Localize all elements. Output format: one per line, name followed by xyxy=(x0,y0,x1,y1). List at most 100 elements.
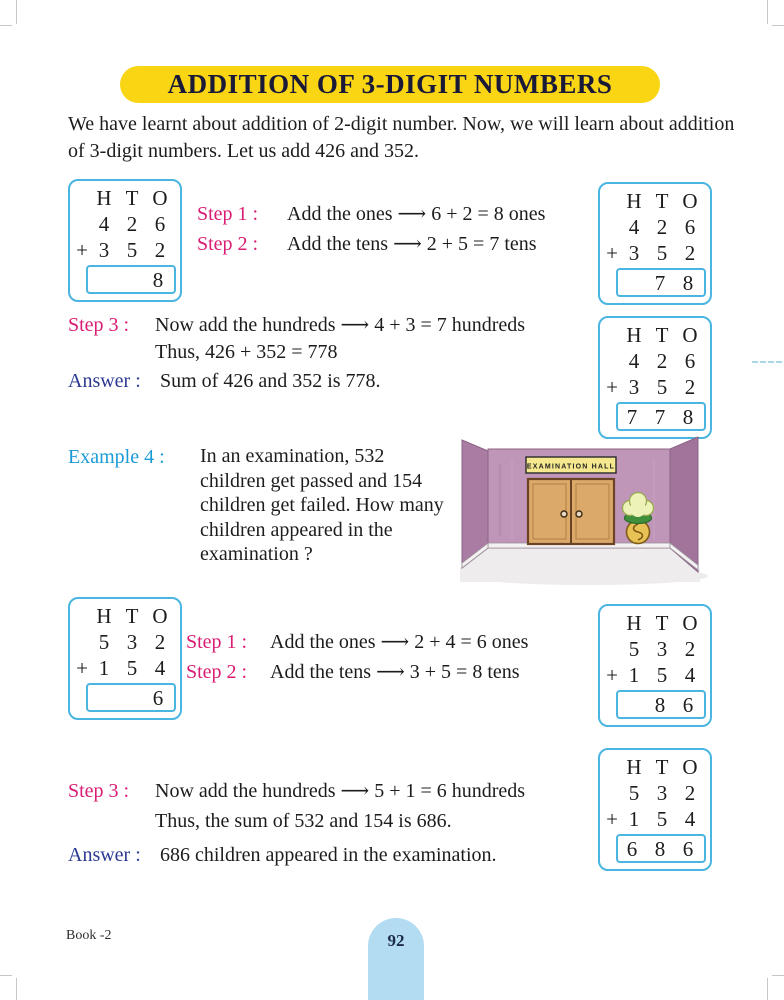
result-digit xyxy=(88,267,116,292)
step3-row: Step 3 : Now add the hundreds ⟶ 4 + 3 = … xyxy=(68,312,525,338)
plus-sign: + xyxy=(76,656,88,680)
digit-cell: 5 xyxy=(628,781,640,805)
hto-header: H T O xyxy=(604,322,706,348)
digit-cell: 5 xyxy=(126,238,138,262)
digit-cell: 4 xyxy=(98,212,110,236)
margin-dash xyxy=(768,361,774,363)
hto-header: H T O xyxy=(604,188,706,214)
sign-cell xyxy=(604,214,620,240)
addend-row: + 1 5 4 xyxy=(74,655,176,681)
step1-label: Step 1 : xyxy=(186,631,248,653)
plus-sign: + xyxy=(606,663,618,687)
digit-cell: 6 xyxy=(684,349,696,373)
result-box: 6 8 6 xyxy=(616,834,706,863)
potted-plant xyxy=(621,491,655,545)
addition-box-532-ones: H T O 5 3 2 + 1 5 4 6 xyxy=(68,597,182,720)
margin-dash xyxy=(776,361,782,363)
addend-row: + 1 5 4 xyxy=(604,662,706,688)
answer-row: Answer : 686 children appeared in the ex… xyxy=(68,842,497,868)
result-digit xyxy=(618,692,646,717)
page-number: 92 xyxy=(387,931,405,950)
answer-text: 686 children appeared in the examination… xyxy=(160,844,497,866)
digit-cell: 4 xyxy=(628,349,640,373)
result-digit: 6 xyxy=(152,686,164,710)
floor xyxy=(460,547,700,582)
addend-row: 4 2 6 xyxy=(604,214,706,240)
header-o: O xyxy=(682,755,698,779)
step2-text: Add the tens ⟶ 2 + 5 = 7 tens xyxy=(287,233,537,255)
plus-sign: + xyxy=(606,807,618,831)
step1-text: Add the ones ⟶ 6 + 2 = 8 ones xyxy=(287,203,546,225)
digit-cell: 3 xyxy=(628,375,640,399)
header-h: H xyxy=(626,755,642,779)
thus-line: Thus, 426 + 352 = 778 xyxy=(155,341,338,363)
step3-label: Step 3 : xyxy=(68,314,130,336)
addend-row: 5 3 2 xyxy=(604,636,706,662)
margin-dash xyxy=(760,361,766,363)
example-label: Example 4 : xyxy=(68,446,165,468)
result-box: 7 8 xyxy=(616,268,706,297)
result-box: 6 xyxy=(86,683,176,712)
digit-cell: 4 xyxy=(628,215,640,239)
header-o: O xyxy=(152,186,168,210)
step2-label: Step 2 : xyxy=(186,661,248,683)
digit-cell: 2 xyxy=(684,241,696,265)
header-t: T xyxy=(655,189,669,213)
crop-mark xyxy=(767,978,768,1000)
header-t: T xyxy=(655,323,669,347)
digit-cell: 5 xyxy=(656,663,668,687)
example-text: In an examination, 532 children get pass… xyxy=(200,445,444,565)
answer-label: Answer : xyxy=(68,370,141,392)
digit-cell: 3 xyxy=(656,781,668,805)
result-box: 7 7 8 xyxy=(616,402,706,431)
plus-sign: + xyxy=(606,375,618,399)
result-digit: 8 xyxy=(654,693,666,717)
digit-cell: 3 xyxy=(126,630,138,654)
digit-cell: 3 xyxy=(656,637,668,661)
addition-box-532-final: H T O 5 3 2 + 1 5 4 6 8 6 xyxy=(598,748,712,871)
digit-cell: 1 xyxy=(98,656,110,680)
digit-cell: 5 xyxy=(656,241,668,265)
step3-text: Now add the hundreds ⟶ 4 + 3 = 7 hundred… xyxy=(155,314,526,336)
baseboard-right xyxy=(669,542,699,571)
crop-mark xyxy=(16,0,17,24)
digit-cell: 5 xyxy=(98,630,110,654)
digit-cell: 2 xyxy=(154,630,166,654)
result-digit: 6 xyxy=(626,837,638,861)
header-h: H xyxy=(626,611,642,635)
addition-box-426-final: H T O 4 2 6 + 3 5 2 7 7 8 xyxy=(598,316,712,439)
margin-dash xyxy=(752,361,758,363)
step1-row: Step 1 : Add the ones ⟶ 6 + 2 = 8 ones xyxy=(197,201,545,227)
result-digit xyxy=(116,685,144,710)
result-digit: 8 xyxy=(682,405,694,429)
page-title: ADDITION OF 3-DIGIT NUMBERS xyxy=(167,69,613,99)
step3-text: Now add the hundreds ⟶ 5 + 1 = 6 hundred… xyxy=(155,780,526,802)
examination-hall-sign: EXAMINATION HALL xyxy=(525,456,617,474)
hto-header: H T O xyxy=(604,610,706,636)
digit-cell: 6 xyxy=(154,212,166,236)
plus-sign: + xyxy=(76,238,88,262)
digit-cell: 5 xyxy=(126,656,138,680)
header-t: T xyxy=(125,604,139,628)
result-digit: 7 xyxy=(654,405,666,429)
addend-row: 5 3 2 xyxy=(74,629,176,655)
step2-row: Step 2 : Add the tens ⟶ 3 + 5 = 8 tens xyxy=(186,659,520,685)
digit-cell: 2 xyxy=(656,215,668,239)
sign-cell xyxy=(74,603,90,629)
digit-cell: 4 xyxy=(684,663,696,687)
result-digit xyxy=(116,267,144,292)
digit-cell: 4 xyxy=(154,656,166,680)
header-t: T xyxy=(655,755,669,779)
addition-box-426-tens: H T O 4 2 6 + 3 5 2 7 8 xyxy=(598,182,712,305)
baseboard-left xyxy=(461,542,489,569)
crop-mark xyxy=(772,975,784,976)
addition-box-532-tens: H T O 5 3 2 + 1 5 4 8 6 xyxy=(598,604,712,727)
book-label: Book -2 xyxy=(66,928,112,943)
header-o: O xyxy=(152,604,168,628)
addend-row: + 1 5 4 xyxy=(604,806,706,832)
sign-cell xyxy=(604,188,620,214)
result-digit: 8 xyxy=(682,271,694,295)
header-h: H xyxy=(96,604,112,628)
addend-row: 5 3 2 xyxy=(604,780,706,806)
thus-line: Thus, the sum of 532 and 154 is 686. xyxy=(155,810,452,832)
